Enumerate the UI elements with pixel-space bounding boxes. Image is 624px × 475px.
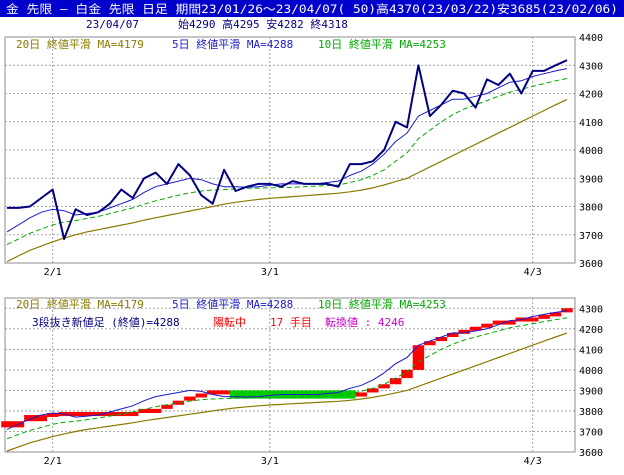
renko-brick-up bbox=[412, 345, 425, 370]
price-plot: 3600 3700 3800 3900 4000 4100 4200 4300 4400 2/1 3… bbox=[4, 33, 603, 278]
y-tick-label: 4400 bbox=[579, 33, 603, 44]
renko-brick-up bbox=[389, 378, 402, 385]
y-tick-label: 4300 bbox=[579, 61, 603, 72]
header-ohlc: 始4290 高4295 安4282 終4318 bbox=[178, 17, 348, 31]
x-tick-label: 2/1 bbox=[44, 267, 62, 278]
plot-frame bbox=[4, 297, 576, 453]
y-tick-label: 3900 bbox=[579, 386, 603, 397]
y-tick-label: 3700 bbox=[579, 427, 603, 438]
y-tick-label: 4200 bbox=[579, 90, 603, 101]
renko-brick-up bbox=[161, 404, 173, 409]
bottom-legend-ma5: 5日 終値平滑 MA=4288 bbox=[172, 297, 293, 311]
renko-brick-up bbox=[469, 326, 482, 331]
renko-brick-up bbox=[207, 390, 230, 395]
renko-brick-up bbox=[447, 332, 459, 338]
header-date: 23/04/07 bbox=[86, 18, 139, 31]
renko-brick-up bbox=[515, 317, 539, 322]
renko-brick-up bbox=[47, 412, 59, 417]
renko-brick-up bbox=[184, 396, 196, 401]
series-line-ma20 bbox=[6, 332, 568, 452]
header-title: 金 先限 – 白金 先限 日足 期間23/01/26～23/04/07( 50)… bbox=[6, 2, 618, 16]
x-tick-label: 3/1 bbox=[261, 456, 279, 467]
x-tick-label: 3/1 bbox=[261, 267, 279, 278]
series-line-close bbox=[7, 59, 568, 240]
y-tick-label: 3900 bbox=[579, 174, 603, 185]
renko-brick-up bbox=[58, 411, 139, 417]
series-line-ma10 bbox=[6, 78, 568, 246]
header-bar bbox=[0, 0, 624, 17]
renko-brick-up bbox=[401, 369, 413, 379]
y-tick-label: 3800 bbox=[579, 203, 603, 214]
renko-brick-up bbox=[458, 329, 470, 334]
renko-brick-up bbox=[561, 308, 573, 313]
renko-brick-up bbox=[378, 384, 390, 389]
series-line-ma20 bbox=[6, 98, 568, 263]
y-tick-label: 4100 bbox=[579, 118, 603, 129]
bottom-legend-ma20: 20日 終値平滑 MA=4179 bbox=[16, 297, 144, 311]
y-tick-label: 4000 bbox=[579, 366, 603, 377]
renko-brick-up bbox=[538, 314, 550, 319]
series-line-ma5 bbox=[6, 310, 568, 430]
series-line-ma10 bbox=[6, 317, 568, 440]
y-tick-label: 4000 bbox=[579, 146, 603, 157]
renko-brick-up bbox=[481, 323, 493, 328]
renko-brick-up bbox=[195, 393, 207, 398]
y-tick-label: 4200 bbox=[579, 325, 603, 336]
renko-count: 17 手目 bbox=[270, 315, 312, 329]
renko-brick-up bbox=[549, 312, 562, 317]
renko-brick-up bbox=[435, 337, 447, 342]
renko-label: 3段抜き新値足 (終値)=4288 bbox=[32, 315, 180, 329]
bottom-legend-ma10: 10日 終値平滑 MA=4253 bbox=[318, 297, 446, 311]
y-tick-label: 4100 bbox=[579, 345, 603, 356]
y-tick-label: 3600 bbox=[579, 448, 603, 459]
renko-brick-up bbox=[172, 400, 185, 405]
y-tick-label: 4300 bbox=[579, 304, 603, 315]
top-legend-ma5: 5日 終値平滑 MA=4288 bbox=[172, 37, 293, 51]
renko-brick-up bbox=[367, 388, 379, 393]
y-tick-label: 3600 bbox=[579, 259, 603, 270]
top-legend-ma10: 10日 終値平滑 MA=4253 bbox=[318, 37, 446, 51]
x-tick-label: 4/3 bbox=[524, 456, 542, 467]
y-tick-label: 3700 bbox=[579, 231, 603, 242]
x-tick-label: 4/3 bbox=[524, 267, 542, 278]
renko-brick-up bbox=[138, 408, 162, 413]
renko-brick-up bbox=[1, 421, 25, 428]
renko-reversal: 転換値 : 4246 bbox=[325, 316, 404, 329]
renko-brick-up bbox=[355, 392, 367, 397]
top-legend-ma20: 20日 終値平滑 MA=4179 bbox=[16, 37, 144, 51]
x-tick-label: 2/1 bbox=[44, 456, 62, 467]
renko-brick-up bbox=[424, 341, 436, 346]
y-tick-label: 3800 bbox=[579, 407, 603, 418]
renko-plot: 3600 3700 3800 3900 4000 4100 4200 4300 2/1 3/1 4/… bbox=[1, 297, 603, 467]
renko-trend: 陽転中 bbox=[213, 316, 246, 329]
renko-brick-up bbox=[24, 415, 47, 422]
